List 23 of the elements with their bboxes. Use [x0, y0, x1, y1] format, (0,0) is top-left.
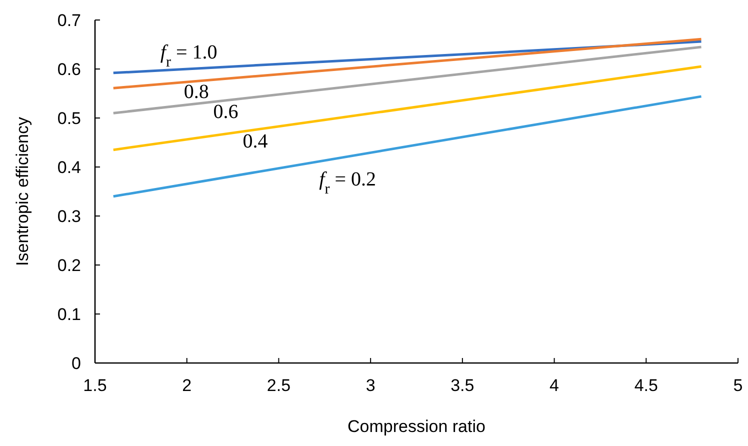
series-label: 0.8	[184, 81, 209, 104]
y-tick-label: 0.4	[57, 158, 81, 177]
series-label: f$_{r}$ = 0.2	[319, 168, 376, 198]
series-label: 0.6	[213, 100, 238, 123]
x-tick-label: 4.5	[634, 376, 658, 395]
x-tick-label: 3	[366, 376, 376, 395]
x-axis-title: Compression ratio	[348, 417, 486, 436]
y-tick-label: 0.3	[57, 207, 81, 226]
y-tick-label: 0.7	[57, 11, 81, 30]
x-tick-label: 3.5	[450, 376, 474, 395]
x-tick-label: 1.5	[83, 376, 107, 395]
y-tick-label: 0.1	[57, 305, 81, 324]
y-tick-label: 0.5	[57, 109, 81, 128]
series-label: 0.4	[242, 130, 268, 153]
y-axis-title: Isentropic efficiency	[13, 116, 32, 266]
x-tick-label: 5	[733, 376, 743, 395]
x-tick-label: 4	[550, 376, 560, 395]
x-tick-label: 2.5	[266, 376, 291, 395]
series-label: f$_{r}$ = 1.0	[160, 41, 218, 70]
y-tick-label: 0.2	[57, 256, 81, 275]
y-tick-label: 0	[72, 354, 81, 373]
y-tick-label: 0.6	[57, 60, 81, 79]
x-tick-label: 2	[182, 376, 192, 395]
